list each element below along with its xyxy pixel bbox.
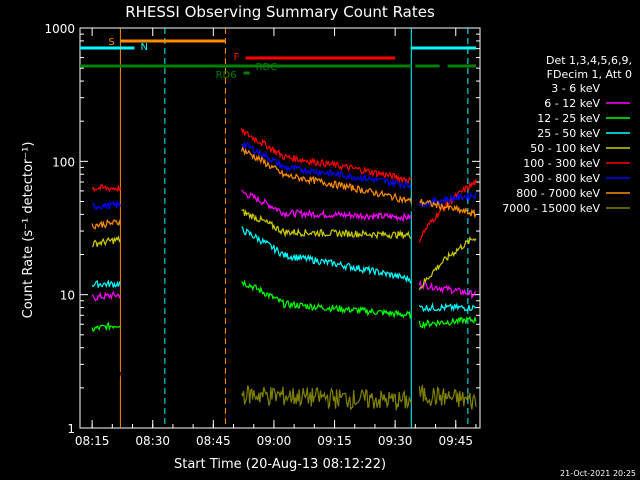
x-tick-label: 08:15 [75, 434, 110, 448]
series-line [241, 145, 412, 204]
y-axis-label: Count Rate (s⁻¹ detector⁻¹) [21, 142, 36, 319]
series-line [91, 200, 121, 211]
series-line [419, 198, 477, 219]
x-tick-label: 09:00 [257, 434, 292, 448]
series-line [418, 236, 477, 291]
plot-frame [79, 27, 481, 429]
footer-date: 21-Oct-2021 20:25 [560, 469, 636, 478]
series-line [91, 290, 121, 302]
x-tick-label: 09:45 [438, 434, 473, 448]
x-tick-label: 08:45 [196, 434, 231, 448]
legend-entry-label: 50 - 100 keV [530, 142, 600, 155]
legend-entry-label: 300 - 800 keV [523, 172, 600, 185]
series-line [418, 302, 477, 313]
series-line [91, 184, 121, 193]
series-line [418, 385, 477, 410]
series-line [91, 218, 121, 230]
legend-entry-label: 7000 - 15000 keV [502, 202, 600, 215]
annotation-S-label: S [108, 37, 114, 48]
legend-entry-label: 3 - 6 keV [551, 82, 600, 95]
annotation-RDC-label: RDC [256, 62, 278, 73]
y-tick-label: 1000 [44, 22, 75, 36]
legend-entry-label: 800 - 7000 keV [516, 187, 600, 200]
series-line [91, 279, 121, 289]
series-line [418, 279, 477, 300]
chart-title: RHESSI Observing Summary Count Rates [125, 3, 435, 21]
series-line [241, 226, 412, 284]
annotation-N-label: N [140, 42, 147, 53]
series-line [241, 208, 412, 240]
y-tick-label: 1 [67, 422, 75, 436]
series-line [241, 385, 412, 411]
series-line [418, 346, 477, 374]
legend-entry-label: 6 - 12 keV [544, 97, 600, 110]
series-line [91, 321, 121, 333]
x-tick-label: 09:15 [317, 434, 352, 448]
legend-entry-label: 100 - 300 keV [523, 157, 600, 170]
series-line [241, 279, 412, 319]
legend-entry-label: 12 - 25 keV [537, 112, 600, 125]
series-line [418, 192, 477, 208]
legend-entry-label: 25 - 50 keV [537, 127, 600, 140]
y-tick-label: 100 [52, 155, 75, 169]
series-line [418, 315, 477, 330]
y-tick-label: 10 [60, 289, 75, 303]
series-line [241, 128, 412, 185]
x-tick-label: 09:30 [378, 434, 413, 448]
annotation-F-label: F [234, 52, 240, 63]
x-axis-label: Start Time (20-Aug-13 08:12:22) [174, 457, 386, 472]
annotation-RD6-label: RD6 [216, 70, 237, 81]
x-tick-label: 08:30 [135, 434, 170, 448]
legend-header-line-1: Det 1,3,4,5,6,9, [546, 54, 632, 67]
series-line [241, 140, 412, 190]
legend-header-line-2: FDecim 1, Att 0 [547, 68, 632, 81]
series-line [241, 189, 412, 223]
series-line [91, 235, 121, 248]
series-line [91, 360, 121, 381]
